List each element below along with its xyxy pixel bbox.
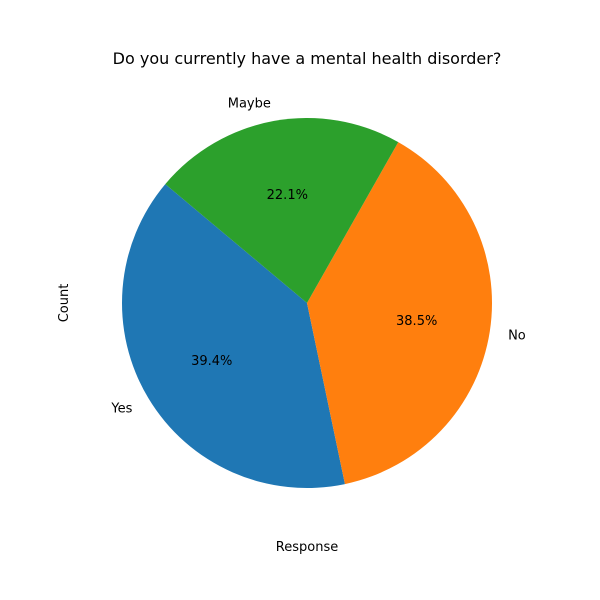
y-axis-label: Count	[57, 284, 72, 323]
pie-label-no: No	[508, 328, 526, 343]
chart-title: Do you currently have a mental health di…	[113, 49, 502, 68]
pie-labels: 39.4% Yes 38.5% No 22.1% Maybe	[110, 97, 525, 417]
pie-slice-maybe	[165, 118, 399, 303]
pie-label-maybe: Maybe	[228, 97, 271, 112]
x-axis-label: Response	[276, 540, 338, 555]
pie-percent-yes: 39.4%	[191, 354, 232, 369]
pie-percent-no: 38.5%	[396, 314, 437, 329]
pie-slices	[121, 118, 493, 489]
pie-slice-no	[307, 142, 493, 485]
pie-percent-maybe: 22.1%	[267, 188, 308, 203]
pie-label-yes: Yes	[110, 402, 132, 417]
pie-slice-yes	[121, 184, 345, 489]
